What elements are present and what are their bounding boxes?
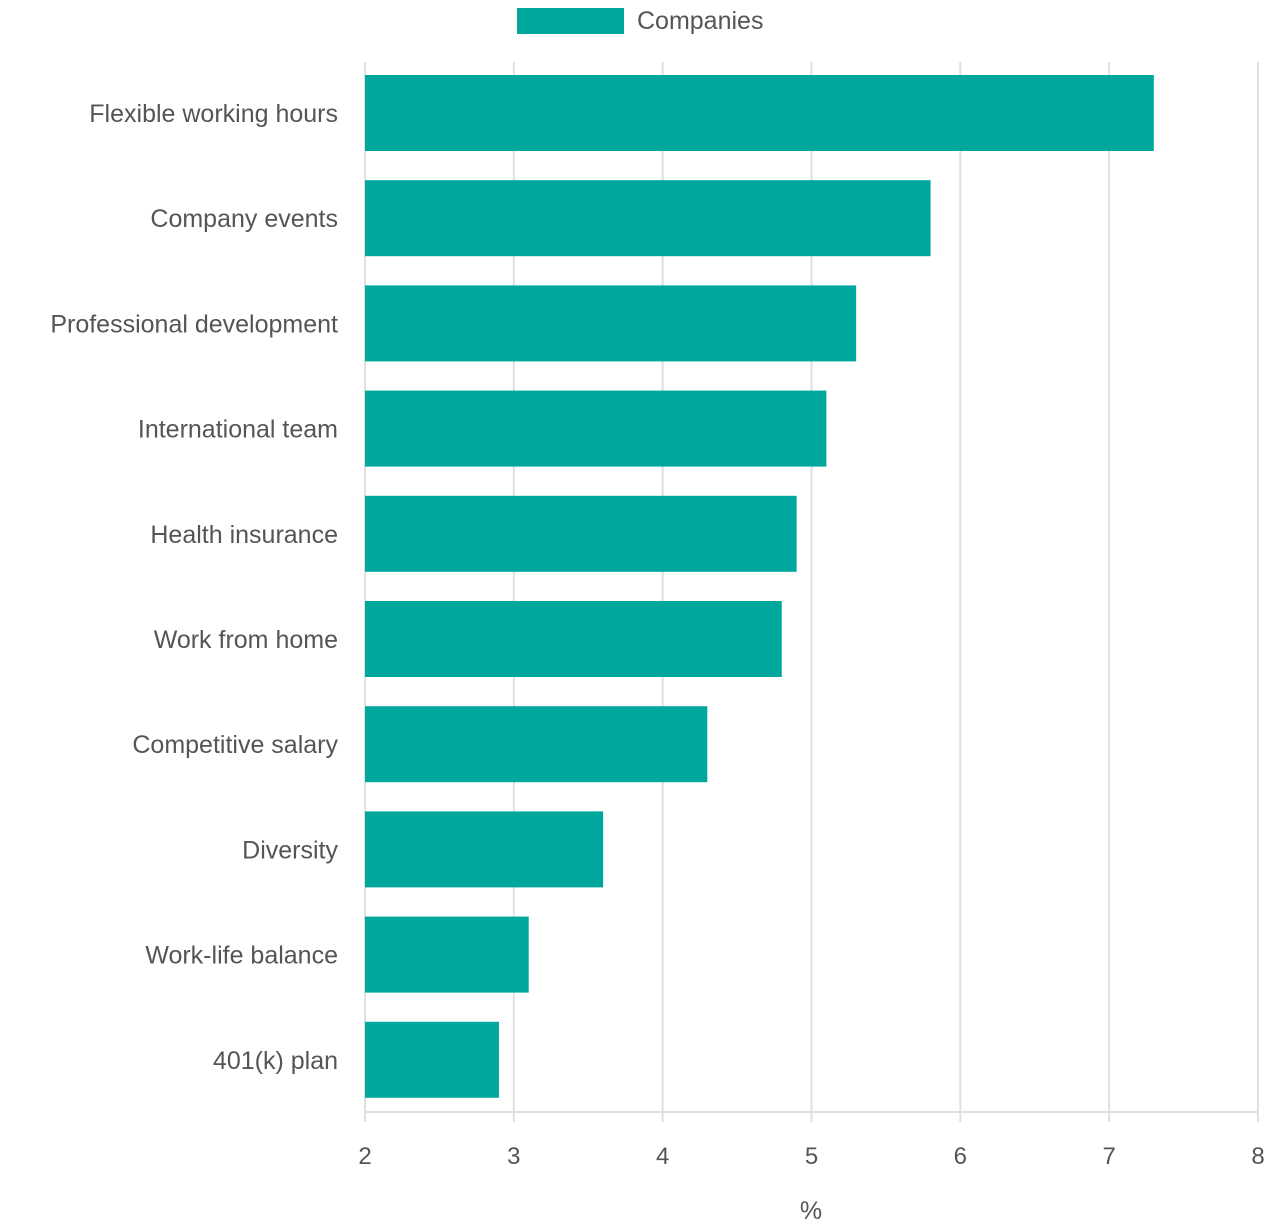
bar-work-life-balance[interactable]	[365, 916, 529, 993]
category-label: Health insurance	[150, 521, 338, 549]
x-tick-label-6: 6	[954, 1143, 967, 1170]
bar-diversity[interactable]	[365, 811, 604, 888]
legend[interactable]: Companies	[517, 7, 763, 35]
category-label: Flexible working hours	[89, 100, 338, 128]
bar-401-k-plan[interactable]	[365, 1021, 499, 1098]
category-label: 401(k) plan	[213, 1047, 338, 1075]
bar-international-team[interactable]	[365, 390, 827, 467]
bar-flexible-working-hours[interactable]	[365, 75, 1154, 151]
category-label: Work from home	[154, 626, 338, 654]
x-tick-label-2: 2	[358, 1143, 371, 1170]
category-label: International team	[138, 416, 338, 444]
bar-professional-development[interactable]	[365, 285, 857, 362]
x-tick-label-5: 5	[805, 1143, 818, 1170]
legend-swatch	[517, 8, 624, 34]
category-label: Work-life balance	[145, 942, 338, 970]
category-label: Company events	[150, 205, 338, 233]
x-tick-label-8: 8	[1251, 1143, 1264, 1170]
x-tick-labels: 2 3 4 5 6 7 8	[358, 1143, 1264, 1170]
category-label: Competitive salary	[132, 731, 338, 759]
x-tick-label-4: 4	[656, 1143, 669, 1170]
category-label: Diversity	[242, 836, 338, 864]
bar-company-events[interactable]	[365, 180, 931, 257]
bar-health-insurance[interactable]	[365, 495, 797, 572]
x-tick-label-3: 3	[507, 1143, 520, 1170]
bar-work-from-home[interactable]	[365, 601, 782, 677]
bars	[365, 75, 1154, 1098]
category-label: Professional development	[50, 310, 338, 338]
bar-competitive-salary[interactable]	[365, 706, 708, 783]
x-axis-title: %	[800, 1197, 822, 1224]
x-tick-label-7: 7	[1102, 1143, 1115, 1170]
category-labels: Flexible working hours Company events Prof…	[50, 100, 338, 1075]
legend-label-companies: Companies	[637, 7, 763, 35]
